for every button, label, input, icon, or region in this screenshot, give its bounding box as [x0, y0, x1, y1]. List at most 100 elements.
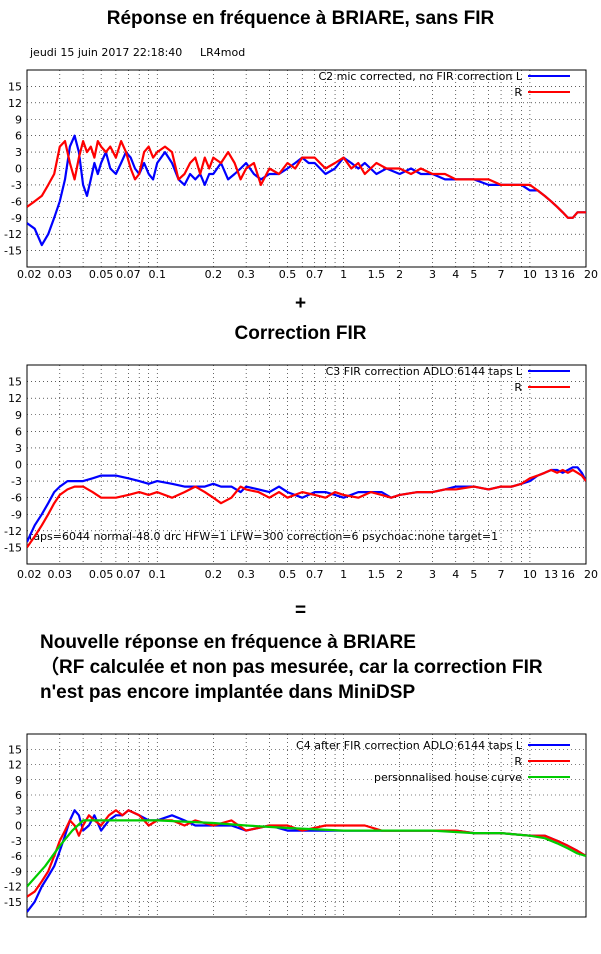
x-tick-label: 0.7: [306, 268, 324, 281]
y-tick-label: 0: [15, 163, 22, 176]
x-tick-label: 5: [470, 568, 477, 581]
y-tick-label: -9: [11, 212, 22, 225]
x-tick-label: 20: [584, 568, 598, 581]
x-tick-label: 10: [523, 268, 537, 281]
title-bottom-line3: n'est pas encore implantée dans MiniDSP: [40, 682, 416, 703]
legend-label: R: [514, 381, 522, 394]
x-tick-label: 13: [544, 268, 558, 281]
x-tick-label: 16: [561, 268, 575, 281]
x-tick-label: 0.2: [205, 568, 223, 581]
y-tick-label: -6: [11, 492, 22, 505]
x-tick-label: 2: [396, 568, 403, 581]
y-tick-label: 6: [15, 130, 22, 143]
y-tick-label: 9: [15, 113, 22, 126]
y-tick-label: 9: [15, 774, 22, 787]
chart-title-bottom: Nouvelle réponse en fréquence à BRIARE （…: [40, 630, 543, 705]
y-tick-label: 15: [8, 80, 22, 93]
y-tick-label: -3: [11, 179, 22, 192]
chart-annotation: taps=6044 normal-48.0 drc HFW=1 LFW=300 …: [29, 530, 498, 543]
x-tick-label: 0.5: [279, 568, 297, 581]
chart-c4: 15 12 9 6 3 0 -3 -6 -9 -12 -15 C4 after FIR correct…: [4, 733, 587, 918]
series-line-R: [27, 468, 586, 549]
x-tick-label: 2: [396, 268, 403, 281]
plot-frame: [26, 733, 587, 918]
x-tick-label: 0.7: [306, 568, 324, 581]
y-tick-label: -15: [4, 541, 22, 554]
legend-label: R: [514, 755, 522, 768]
x-tick-label: 0.05: [89, 268, 114, 281]
equals-sign: =: [294, 600, 307, 621]
y-tick-label: -3: [11, 475, 22, 488]
x-tick-label: 4: [452, 568, 459, 581]
y-tick-label: -3: [11, 835, 22, 848]
y-tick-label: 12: [8, 392, 22, 405]
y-tick-label: -6: [11, 195, 22, 208]
x-tick-label: 7: [498, 268, 505, 281]
x-tick-label: 16: [561, 568, 575, 581]
x-tick-label: 0.02: [17, 568, 42, 581]
x-tick-label: 13: [544, 568, 558, 581]
title-bottom-line2: （RF calculée et non pas mesurée, car la …: [40, 657, 543, 678]
x-tick-label: 0.1: [148, 268, 166, 281]
x-tick-label: 7: [498, 568, 505, 581]
x-tick-label: 1: [340, 568, 347, 581]
y-tick-label: 0: [15, 459, 22, 472]
series-line-R: [27, 139, 586, 219]
timestamp: jeudi 15 juin 2017 22:18:40: [30, 46, 183, 59]
chart-title-top: Réponse en fréquence à BRIARE, sans FIR: [106, 8, 495, 29]
y-tick-label: 12: [8, 759, 22, 772]
y-tick-label: 3: [15, 146, 22, 159]
y-tick-label: 9: [15, 409, 22, 422]
x-tick-label: 0.3: [237, 568, 255, 581]
y-tick-label: -15: [4, 896, 22, 909]
series-line-L: [27, 134, 586, 247]
legend-label: personnalised house curve: [374, 771, 522, 784]
y-tick-label: 6: [15, 425, 22, 438]
plus-sign: +: [294, 293, 307, 314]
x-tick-label: 0.1: [148, 568, 166, 581]
x-tick-label: 0.07: [116, 568, 141, 581]
legend-label: C4 after FIR correction ADLO 6144 taps L: [296, 739, 523, 752]
y-tick-label: -12: [4, 525, 22, 538]
x-tick-label: 0.3: [237, 268, 255, 281]
y-tick-label: -6: [11, 850, 22, 863]
y-tick-label: -15: [4, 245, 22, 258]
x-tick-label: 1.5: [368, 268, 386, 281]
y-tick-label: 3: [15, 442, 22, 455]
x-tick-label: 20: [584, 268, 598, 281]
legend-label: C3 FIR correction ADLO 6144 taps L: [326, 365, 523, 378]
legend-label: C2 mic corrected, no FIR correction L: [318, 70, 522, 83]
x-tick-label: 1: [340, 268, 347, 281]
x-tick-label: 0.03: [48, 568, 73, 581]
x-tick-label: 0.5: [279, 268, 297, 281]
x-tick-label: 0.2: [205, 268, 223, 281]
x-tick-label: 10: [523, 568, 537, 581]
y-tick-label: 12: [8, 97, 22, 110]
x-tick-label: 4: [452, 268, 459, 281]
x-tick-label: 1.5: [368, 568, 386, 581]
series-line-R: [27, 809, 586, 898]
x-tick-label: 5: [470, 268, 477, 281]
x-tick-label: 3: [429, 268, 436, 281]
y-tick-label: -9: [11, 865, 22, 878]
x-tick-label: 0.03: [48, 268, 73, 281]
chart-title-middle: Correction FIR: [234, 323, 367, 344]
x-tick-label: 0.07: [116, 268, 141, 281]
y-tick-label: 15: [8, 376, 22, 389]
device-label: LR4mod: [200, 46, 246, 59]
y-tick-label: -9: [11, 508, 22, 521]
series-line-target: [27, 819, 586, 888]
x-tick-label: 0.05: [89, 568, 114, 581]
legend-label: R: [514, 86, 522, 99]
y-tick-label: 0: [15, 820, 22, 833]
y-tick-label: 15: [8, 743, 22, 756]
y-tick-label: -12: [4, 228, 22, 241]
x-tick-label: 0.02: [17, 268, 42, 281]
y-tick-label: -12: [4, 881, 22, 894]
y-tick-label: 6: [15, 789, 22, 802]
y-tick-label: 3: [15, 804, 22, 817]
x-tick-label: 3: [429, 568, 436, 581]
title-bottom-line1: Nouvelle réponse en fréquence à BRIARE: [40, 632, 416, 653]
